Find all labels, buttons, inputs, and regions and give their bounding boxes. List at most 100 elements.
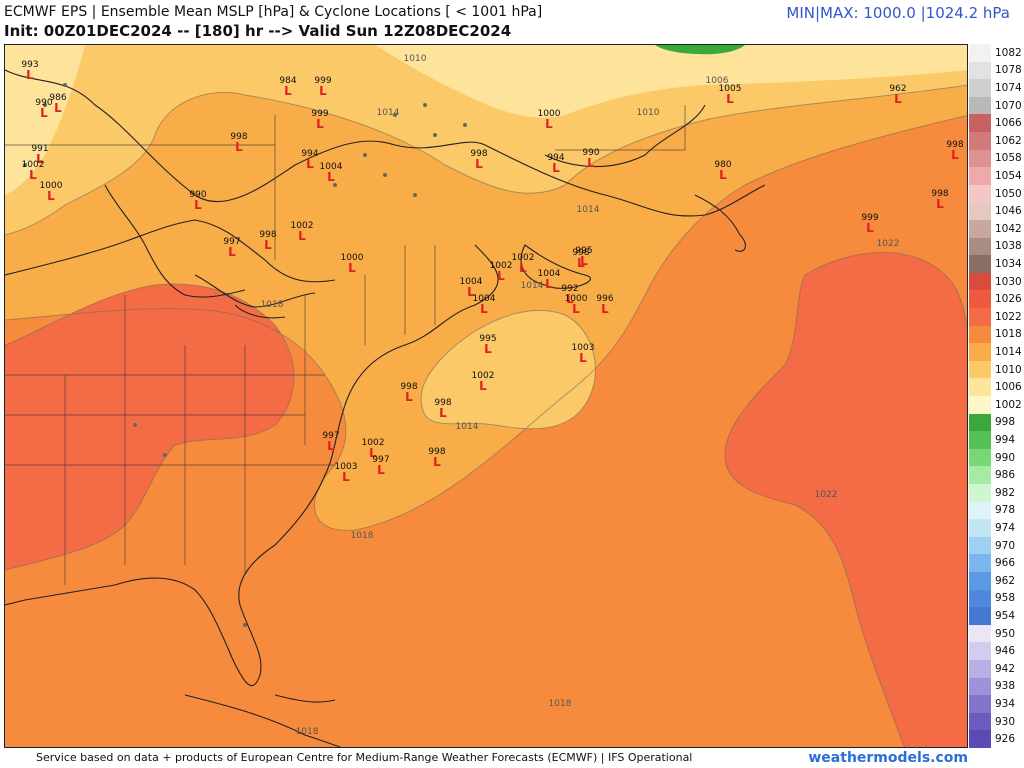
low-center-marker: L <box>284 84 292 98</box>
legend-entry: 998 <box>969 413 1024 432</box>
cyclone-pressure: 995 <box>575 246 592 256</box>
legend-entry: 1026 <box>969 290 1024 308</box>
data-credit: Service based on data + products of Euro… <box>36 751 693 764</box>
legend-label: 1082 <box>995 46 1022 59</box>
legend-label: 1038 <box>995 240 1022 253</box>
low-center-marker: L <box>580 254 588 268</box>
legend-label: 1034 <box>995 257 1022 270</box>
map-title: ECMWF EPS | Ensemble Mean MSLP [hPa] & C… <box>4 4 543 20</box>
legend-label: 926 <box>995 733 1016 746</box>
legend-swatch <box>969 730 991 748</box>
legend-entry: 1018 <box>969 325 1024 344</box>
legend-entry: 982 <box>969 484 1024 502</box>
pressure-map: 1010 1006 1014 1010 1014 1014 1018 1022 1014 1018… <box>4 44 968 748</box>
brand-link[interactable]: weathermodels.com <box>808 750 968 766</box>
low-center-marker: L <box>29 168 37 182</box>
low-center-marker: L <box>480 302 488 316</box>
cyclone-markers: 993L990L986L991L1002L1000L984L999L999L99… <box>21 60 963 484</box>
low-center-marker: L <box>475 157 483 171</box>
legend-label: 1022 <box>995 310 1022 323</box>
field-1010-offshore <box>421 310 596 429</box>
legend-entry: 1070 <box>969 96 1024 115</box>
legend-swatch <box>969 272 991 291</box>
low-center-marker: L <box>579 351 587 365</box>
map-canvas: 1010 1006 1014 1010 1014 1014 1018 1022 1014 1018… <box>5 45 967 747</box>
cyclone-pressure: 991 <box>31 144 48 154</box>
legend-entry: 986 <box>969 466 1024 484</box>
legend-label: 966 <box>995 557 1016 570</box>
legend-entry: 970 <box>969 536 1024 555</box>
legend-label: 954 <box>995 609 1016 622</box>
isobar-label: 1010 <box>637 108 660 118</box>
legend-swatch <box>969 536 991 555</box>
cyclone-pressure: 992 <box>561 284 578 294</box>
low-center-marker: L <box>194 198 202 212</box>
low-center-marker: L <box>319 84 327 98</box>
low-center-marker: L <box>228 245 236 259</box>
low-center-marker: L <box>439 406 447 420</box>
legend-entry: 1046 <box>969 202 1024 220</box>
legend-label: 1066 <box>995 117 1022 130</box>
field-998-patch <box>655 45 745 55</box>
field-1006-north <box>375 45 967 118</box>
legend-swatch <box>969 220 991 238</box>
cyclone-pressure: 990 <box>582 148 599 158</box>
legend-entry: 1066 <box>969 114 1024 132</box>
low-center-marker: L <box>587 156 595 170</box>
isobar-label: 1010 <box>404 54 427 64</box>
cyclone-pressure: 997 <box>223 237 240 247</box>
legend-label: 994 <box>995 433 1016 446</box>
legend-swatch <box>969 396 991 414</box>
legend-entry: 1038 <box>969 237 1024 256</box>
low-center-marker: L <box>936 197 944 211</box>
low-center-marker: L <box>894 92 902 106</box>
legend-swatch <box>969 484 991 502</box>
cyclone-pressure: 990 <box>35 98 52 108</box>
low-center-marker: L <box>306 157 314 171</box>
legend-entry: 942 <box>969 660 1024 678</box>
cyclone-pressure: 1004 <box>460 277 483 287</box>
cyclone-pressure: 1005 <box>719 84 742 94</box>
legend-entry: 1050 <box>969 184 1024 203</box>
pressure-colorbar: 1082 1078 1074 1070 1066 1062 1058 1054 1050 1046… <box>969 44 1024 748</box>
low-center-marker: L <box>433 455 441 469</box>
legend-swatch <box>969 677 991 696</box>
legend-swatch <box>969 202 991 220</box>
cyclone-pressure: 1004 <box>473 294 496 304</box>
legend-swatch <box>969 607 991 625</box>
legend-label: 930 <box>995 715 1016 728</box>
cyclone-pressure: 1002 <box>472 371 495 381</box>
cyclone-pressure: 990 <box>189 190 206 200</box>
isobars <box>5 84 967 747</box>
cyclone-pressure: 998 <box>946 140 963 150</box>
legend-entry: 938 <box>969 677 1024 696</box>
low-center-marker: L <box>484 342 492 356</box>
cyclone-pressure: 998 <box>434 398 451 408</box>
legend-swatch <box>969 660 991 678</box>
legend-swatch <box>969 466 991 484</box>
legend-entry: 1034 <box>969 255 1024 273</box>
low-center-marker: L <box>47 189 55 203</box>
cyclone-pressure: 994 <box>301 149 318 159</box>
legend-swatch <box>969 554 991 572</box>
low-center-marker: L <box>552 161 560 175</box>
legend-swatch <box>969 642 991 660</box>
legend-entry: 1078 <box>969 61 1024 80</box>
isobar-label: 1014 <box>456 422 479 432</box>
low-center-marker: L <box>348 261 356 275</box>
legend-swatch <box>969 308 991 326</box>
cyclone-pressure: 999 <box>861 213 878 223</box>
legend-entry: 926 <box>969 730 1024 748</box>
cyclone-pressure: 998 <box>230 132 247 142</box>
low-center-marker: L <box>316 117 324 131</box>
lakes <box>23 83 467 627</box>
legend-label: 938 <box>995 680 1016 693</box>
legend-label: 942 <box>995 662 1016 675</box>
isobar-label: 1006 <box>706 76 729 86</box>
legend-swatch <box>969 290 991 308</box>
isobar-label: 1018 <box>296 727 319 737</box>
legend-swatch <box>969 167 991 185</box>
legend-swatch <box>969 572 991 590</box>
isobar-label: 1022 <box>877 239 900 249</box>
low-center-marker: L <box>405 390 413 404</box>
